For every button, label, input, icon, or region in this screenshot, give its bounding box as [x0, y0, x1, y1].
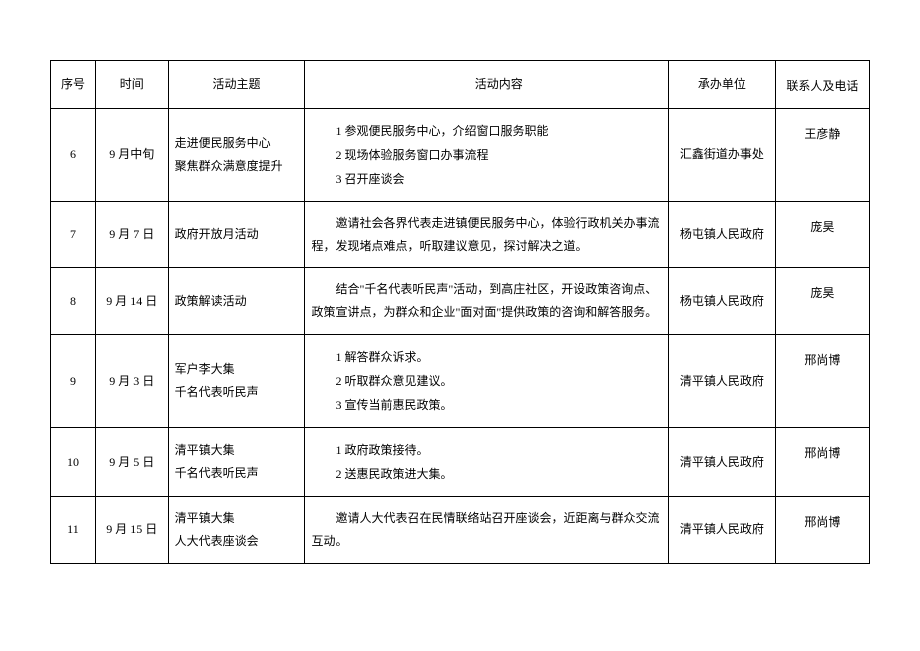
cell-seq: 9	[51, 334, 96, 427]
header-contact: 联系人及电话	[775, 61, 869, 109]
cell-org: 汇鑫街道办事处	[668, 108, 775, 201]
table-row: 8 9 月 14 日 政策解读活动 结合"千名代表听民声"活动，到高庄社区，开设…	[51, 268, 870, 335]
content-line: 2 听取群众意见建议。	[311, 369, 662, 393]
cell-contact: 邢尚博	[775, 496, 869, 563]
content-line: 3 召开座谈会	[311, 167, 662, 191]
cell-org: 清平镇人民政府	[668, 496, 775, 563]
content-line: 1 参观便民服务中心，介绍窗口服务职能	[311, 119, 662, 143]
table-row: 7 9 月 7 日 政府开放月活动 邀请社会各界代表走进镇便民服务中心，体验行政…	[51, 201, 870, 268]
cell-theme: 军户李大集 千名代表听民声	[168, 334, 305, 427]
header-time: 时间	[95, 61, 168, 109]
cell-seq: 7	[51, 201, 96, 268]
activity-table: 序号 时间 活动主题 活动内容 承办单位 联系人及电话 6 9 月中旬 走进便民…	[50, 60, 870, 564]
table-row: 11 9 月 15 日 清平镇大集 人大代表座谈会 邀请人大代表召在民情联络站召…	[51, 496, 870, 563]
cell-content: 1 参观便民服务中心，介绍窗口服务职能 2 现场体验服务窗口办事流程 3 召开座…	[305, 108, 669, 201]
theme-line: 军户李大集	[175, 358, 299, 381]
cell-content: 邀请社会各界代表走进镇便民服务中心，体验行政机关办事流程，发现堵点难点，听取建议…	[305, 201, 669, 268]
cell-time: 9 月 5 日	[95, 427, 168, 496]
cell-seq: 10	[51, 427, 96, 496]
content-line: 2 送惠民政策进大集。	[311, 462, 662, 486]
header-org: 承办单位	[668, 61, 775, 109]
cell-theme: 政策解读活动	[168, 268, 305, 335]
cell-seq: 8	[51, 268, 96, 335]
cell-theme: 走进便民服务中心 聚焦群众满意度提升	[168, 108, 305, 201]
cell-theme: 清平镇大集 人大代表座谈会	[168, 496, 305, 563]
cell-org: 清平镇人民政府	[668, 334, 775, 427]
cell-time: 9 月中旬	[95, 108, 168, 201]
header-content: 活动内容	[305, 61, 669, 109]
content-line: 3 宣传当前惠民政策。	[311, 393, 662, 417]
content-line: 1 解答群众诉求。	[311, 345, 662, 369]
header-theme: 活动主题	[168, 61, 305, 109]
theme-line: 清平镇大集	[175, 507, 299, 530]
cell-theme: 政府开放月活动	[168, 201, 305, 268]
theme-line: 人大代表座谈会	[175, 530, 299, 553]
cell-time: 9 月 14 日	[95, 268, 168, 335]
theme-line: 聚焦群众满意度提升	[175, 155, 299, 178]
cell-org: 清平镇人民政府	[668, 427, 775, 496]
cell-time: 9 月 3 日	[95, 334, 168, 427]
header-seq: 序号	[51, 61, 96, 109]
cell-contact: 邢尚博	[775, 334, 869, 427]
table-row: 10 9 月 5 日 清平镇大集 千名代表听民声 1 政府政策接待。 2 送惠民…	[51, 427, 870, 496]
table-row: 6 9 月中旬 走进便民服务中心 聚焦群众满意度提升 1 参观便民服务中心，介绍…	[51, 108, 870, 201]
cell-contact: 庞昊	[775, 201, 869, 268]
content-line: 1 政府政策接待。	[311, 438, 662, 462]
cell-content: 1 解答群众诉求。 2 听取群众意见建议。 3 宣传当前惠民政策。	[305, 334, 669, 427]
cell-contact: 庞昊	[775, 268, 869, 335]
cell-theme: 清平镇大集 千名代表听民声	[168, 427, 305, 496]
cell-seq: 6	[51, 108, 96, 201]
theme-line: 千名代表听民声	[175, 462, 299, 485]
cell-time: 9 月 7 日	[95, 201, 168, 268]
cell-org: 杨屯镇人民政府	[668, 201, 775, 268]
theme-line: 走进便民服务中心	[175, 132, 299, 155]
cell-contact: 王彦静	[775, 108, 869, 201]
theme-line: 清平镇大集	[175, 439, 299, 462]
cell-content: 1 政府政策接待。 2 送惠民政策进大集。	[305, 427, 669, 496]
theme-line: 千名代表听民声	[175, 381, 299, 404]
cell-content: 结合"千名代表听民声"活动，到高庄社区，开设政策咨询点、政策宣讲点，为群众和企业…	[305, 268, 669, 335]
cell-content: 邀请人大代表召在民情联络站召开座谈会，近距离与群众交流互动。	[305, 496, 669, 563]
table-row: 9 9 月 3 日 军户李大集 千名代表听民声 1 解答群众诉求。 2 听取群众…	[51, 334, 870, 427]
cell-org: 杨屯镇人民政府	[668, 268, 775, 335]
content-line: 2 现场体验服务窗口办事流程	[311, 143, 662, 167]
cell-time: 9 月 15 日	[95, 496, 168, 563]
header-row: 序号 时间 活动主题 活动内容 承办单位 联系人及电话	[51, 61, 870, 109]
cell-seq: 11	[51, 496, 96, 563]
cell-contact: 邢尚博	[775, 427, 869, 496]
